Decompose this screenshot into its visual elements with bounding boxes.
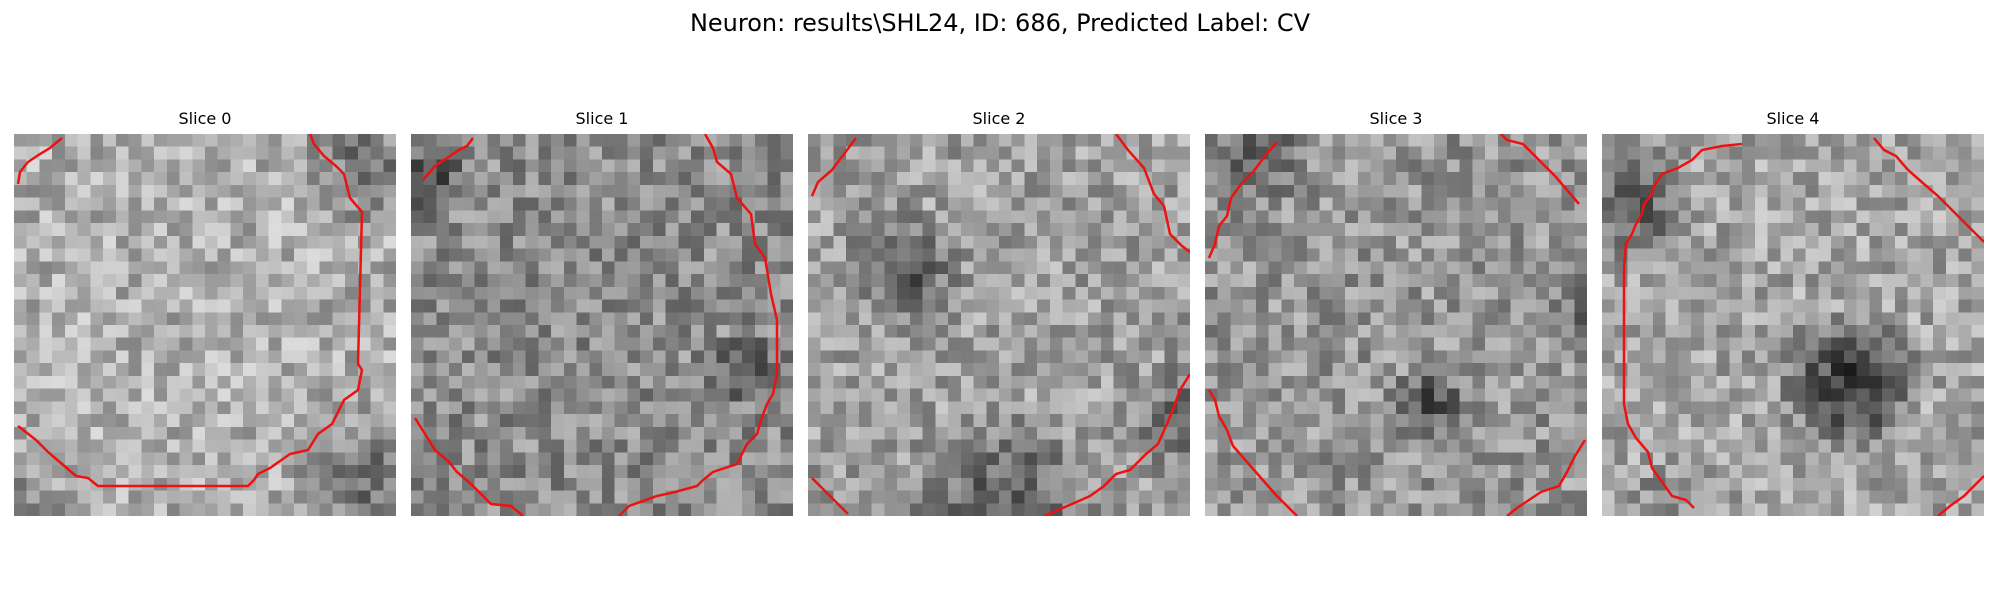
- figure-title: Neuron: results\SHL24, ID: 686, Predicte…: [689, 9, 1311, 37]
- slice-2-grayscale: [808, 134, 1190, 516]
- slice-1-grayscale: [411, 134, 793, 516]
- slice-title-3: Slice 3: [1369, 109, 1423, 128]
- slice-0-grayscale: [14, 134, 396, 516]
- slice-2-contour: [810, 134, 1190, 516]
- slice-title-4: Slice 4: [1766, 109, 1820, 128]
- slice-image-0: [14, 134, 396, 516]
- slice-4-grayscale: [1602, 134, 1984, 516]
- slice-image-1: [411, 134, 793, 516]
- slice-1-contour: [413, 134, 779, 516]
- slice-image-4: [1602, 134, 1984, 516]
- slice-title-0: Slice 0: [178, 109, 232, 128]
- slice-4-contour: [1622, 137, 1984, 516]
- slice-3-grayscale: [1205, 134, 1587, 516]
- slice-0-contour: [16, 134, 364, 488]
- slice-image-2: [808, 134, 1190, 516]
- slice-title-1: Slice 1: [575, 109, 629, 128]
- slice-title-2: Slice 2: [972, 109, 1026, 128]
- slice-image-3: [1205, 134, 1587, 516]
- slice-3-contour: [1207, 134, 1587, 516]
